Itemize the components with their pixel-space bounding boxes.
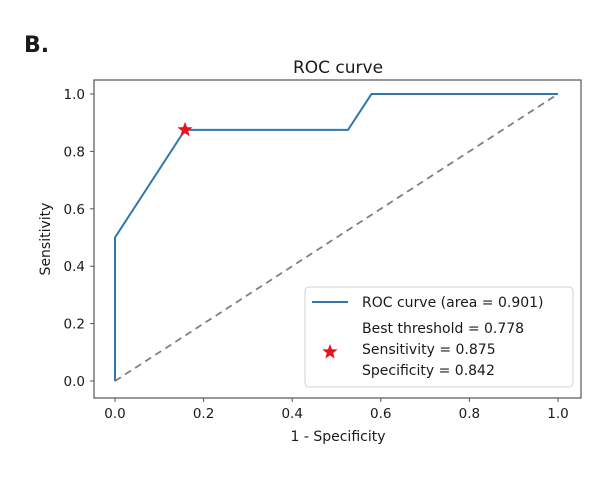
panel-label: B.	[24, 33, 49, 58]
y-tick-label: 0.6	[64, 202, 85, 218]
y-axis-label: Sensitivity	[38, 203, 54, 276]
y-tick-label: 1.0	[64, 87, 85, 103]
y-tick-label: 0.8	[64, 144, 85, 160]
x-tick-label: 0.4	[281, 406, 302, 422]
legend-entry-specificity: Specificity = 0.842	[362, 363, 495, 379]
y-axis: 0.0 0.2 0.4 0.6 0.8 1.0	[64, 87, 94, 390]
legend-entry-threshold: Best threshold = 0.778	[362, 321, 524, 337]
legend-entry-sensitivity: Sensitivity = 0.875	[362, 342, 496, 358]
y-tick-label: 0.4	[64, 259, 85, 275]
chart-title: ROC curve	[293, 58, 383, 78]
y-tick-label: 0.0	[64, 374, 85, 390]
x-tick-label: 1.0	[547, 406, 568, 422]
roc-curve-line	[114, 93, 558, 381]
x-axis-label: 1 - Specificity	[290, 429, 385, 445]
x-tick-label: 0.0	[104, 406, 125, 422]
legend: ROC curve (area = 0.901) Best threshold …	[304, 286, 574, 388]
x-axis: 0.0 0.2 0.4 0.6 0.8 1.0	[104, 398, 569, 422]
legend-entry-roc: ROC curve (area = 0.901)	[362, 295, 544, 311]
chance-diagonal-line	[114, 93, 559, 382]
series-group	[114, 93, 559, 382]
legend-box	[304, 286, 574, 388]
x-tick-label: 0.2	[193, 406, 214, 422]
legend-star-icon	[322, 344, 338, 359]
x-tick-label: 0.6	[370, 406, 391, 422]
best-threshold-star-marker	[177, 121, 193, 137]
x-tick-label: 0.8	[459, 406, 480, 422]
y-tick-label: 0.2	[64, 317, 85, 333]
